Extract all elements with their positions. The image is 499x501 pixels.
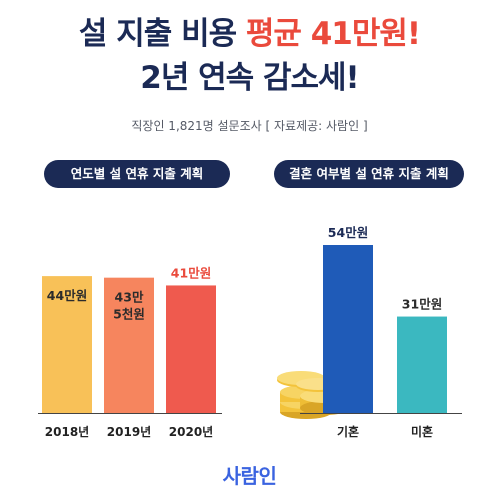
headline-prefix: 설 지출 비용 bbox=[78, 16, 246, 52]
data-label: 5천원 bbox=[113, 307, 145, 322]
tick-label: 2018년 bbox=[45, 425, 89, 439]
chart-title-marital: 결혼 여부별 설 연휴 지출 계획 bbox=[274, 160, 464, 188]
tick-label: 미혼 bbox=[411, 424, 433, 439]
tick-label: 기혼 bbox=[337, 424, 359, 439]
headline-line-2: 2년 연속 감소세! bbox=[140, 60, 359, 96]
data-label: 31만원 bbox=[402, 297, 442, 312]
data-label: 41만원 bbox=[171, 265, 211, 280]
headline-line-1: 설 지출 비용 평균 41만원! bbox=[0, 14, 499, 54]
bar-미혼 bbox=[397, 316, 447, 413]
brand-logo: 사람인 bbox=[222, 464, 277, 488]
data-label: 43만 bbox=[115, 290, 144, 305]
tick-label: 2019년 bbox=[107, 425, 151, 439]
bar-기혼 bbox=[323, 245, 373, 413]
chart-title-yearly: 연도별 설 연휴 지출 계획 bbox=[44, 160, 230, 188]
bar-2020년 bbox=[166, 285, 216, 413]
headline-accent: 평균 41만원! bbox=[245, 16, 421, 52]
source-note: 직장인 1,821명 설문조사 [ 자료제공: 사람인 ] bbox=[131, 119, 368, 133]
data-label: 54만원 bbox=[328, 225, 368, 240]
tick-label: 2020년 bbox=[169, 425, 213, 439]
bar-2019년 bbox=[104, 277, 154, 413]
data-label: 44만원 bbox=[47, 288, 87, 303]
bar-2018년 bbox=[42, 276, 92, 413]
